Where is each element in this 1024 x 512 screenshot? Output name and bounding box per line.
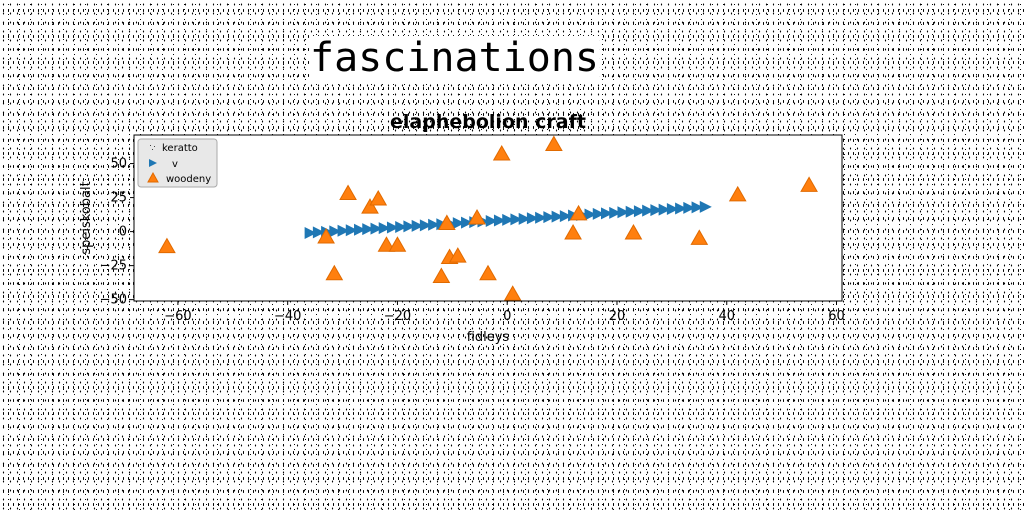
- x-tick-label: −40: [274, 309, 301, 324]
- woodeny-point: [800, 176, 818, 192]
- x-tick-label: 60: [828, 309, 845, 324]
- woodeny-point: [448, 247, 467, 263]
- woodeny-point: [569, 204, 588, 221]
- v-point: [642, 204, 655, 217]
- v-point: [584, 208, 597, 221]
- v-point: [535, 211, 548, 224]
- v-point: [625, 205, 638, 218]
- y-tick-label: 25: [110, 191, 127, 206]
- legend-box: [137, 138, 218, 188]
- y-tick-label: 0: [119, 225, 127, 240]
- v-point: [675, 202, 688, 215]
- woodeny-point: [325, 264, 344, 281]
- page-title: fascinations: [310, 35, 599, 81]
- y-tick-label: 50: [110, 157, 127, 172]
- x-tick-label: 20: [609, 309, 626, 324]
- woodeny-point: [503, 285, 522, 301]
- woodeny-point: [728, 185, 747, 202]
- woodeny-point: [690, 229, 709, 245]
- v-point: [658, 203, 671, 216]
- plot-frame: [133, 134, 843, 302]
- v-point: [683, 201, 696, 214]
- v-point: [461, 216, 474, 229]
- v-point: [518, 212, 531, 225]
- v-point: [601, 207, 613, 220]
- v-point: [411, 219, 424, 232]
- legend: keratto v woodeny: [137, 138, 218, 188]
- woodeny-point: [388, 236, 407, 252]
- woodeny-point: [377, 236, 396, 252]
- legend-marker-keratto: [150, 145, 155, 150]
- woodeny-point: [158, 237, 176, 254]
- y-tick-label: −25: [100, 259, 127, 274]
- chart-title: elaphebolion craft: [390, 111, 586, 133]
- v-point: [345, 224, 358, 237]
- v-point: [362, 223, 375, 236]
- v-point: [699, 200, 712, 213]
- y-tick-label: −50: [100, 293, 127, 308]
- v-point: [370, 222, 383, 235]
- woodeny-point: [479, 264, 497, 281]
- v-point: [592, 207, 605, 220]
- v-point: [419, 219, 432, 232]
- x-tick-label: −20: [384, 309, 411, 324]
- x-tick-label: 40: [718, 309, 735, 324]
- legend-label-keratto: keratto: [162, 143, 198, 154]
- v-point: [386, 221, 399, 234]
- x-tick-label: 0: [503, 309, 511, 324]
- woodeny-point: [468, 208, 486, 225]
- v-point: [493, 214, 506, 227]
- woodeny-point: [432, 267, 451, 284]
- v-point: [403, 220, 416, 233]
- y-axis: −50 −25 0 25 50: [100, 157, 134, 308]
- v-point: [428, 218, 441, 231]
- v-point: [650, 204, 663, 217]
- v-point: [395, 220, 408, 233]
- v-point: [559, 210, 572, 223]
- v-point: [691, 201, 704, 214]
- series-woodeny: [158, 135, 818, 301]
- v-point: [329, 225, 342, 238]
- x-tick-label: −60: [164, 309, 191, 324]
- v-point: [609, 206, 622, 219]
- woodeny-point: [339, 184, 357, 201]
- x-axis-label: fidleys: [467, 330, 510, 345]
- v-point: [312, 226, 325, 239]
- woodeny-point: [361, 198, 379, 214]
- y-axis-label: speiskobalt: [79, 181, 94, 254]
- legend-label-v: v: [172, 159, 178, 170]
- v-point: [452, 217, 465, 230]
- x-axis: −60 −40 −20 0 20 40 60: [164, 301, 845, 324]
- v-point: [304, 226, 317, 239]
- v-point: [337, 224, 350, 237]
- woodeny-point: [564, 223, 582, 240]
- v-point: [617, 206, 630, 219]
- v-point: [666, 203, 679, 216]
- v-point: [526, 212, 539, 225]
- woodeny-point: [544, 135, 563, 152]
- v-point: [502, 213, 515, 226]
- legend-marker-woodeny: [147, 171, 159, 183]
- v-point: [510, 213, 523, 226]
- woodeny-point: [369, 189, 388, 206]
- v-point: [354, 223, 367, 236]
- v-point: [543, 211, 556, 224]
- legend-marker-v: [149, 159, 157, 167]
- v-point: [633, 205, 646, 218]
- woodeny-point: [437, 214, 456, 230]
- woodeny-point: [624, 223, 643, 240]
- woodeny-point: [317, 228, 335, 244]
- v-point: [485, 214, 498, 227]
- woodeny-point: [492, 145, 511, 161]
- v-point: [378, 222, 391, 235]
- v-point: [551, 210, 564, 223]
- legend-label-woodeny: woodeny: [166, 174, 211, 185]
